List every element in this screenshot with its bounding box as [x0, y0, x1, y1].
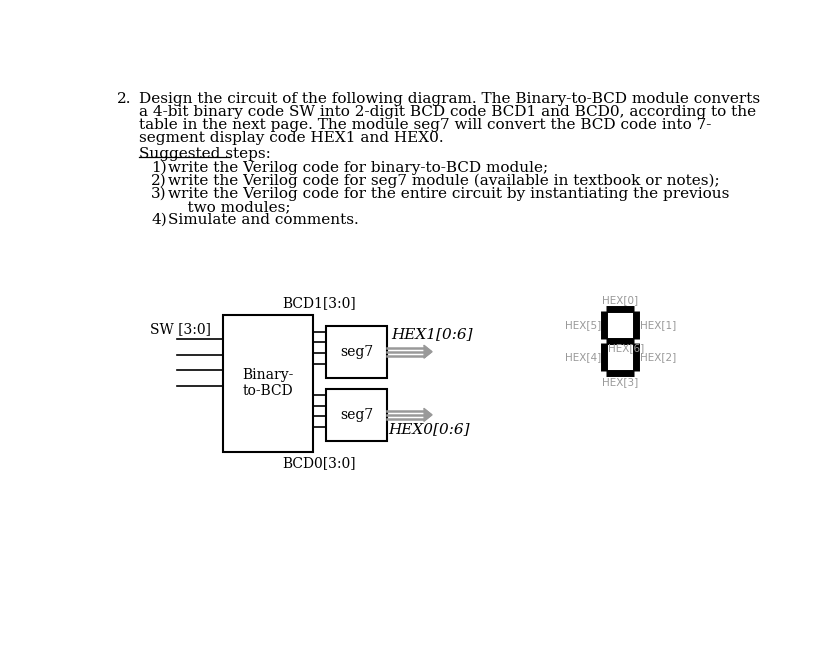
Text: SW [3:0]: SW [3:0]: [150, 323, 211, 336]
Text: 4): 4): [151, 213, 167, 227]
Text: 2): 2): [151, 174, 167, 188]
Text: table in the next page. The module seg7 will convert the BCD code into 7-: table in the next page. The module seg7 …: [139, 118, 711, 133]
Text: HEX[5]: HEX[5]: [564, 320, 601, 330]
Text: 1): 1): [151, 161, 167, 175]
Text: HEX[6]: HEX[6]: [608, 343, 644, 353]
Text: HEX[2]: HEX[2]: [639, 352, 676, 362]
Text: HEX1[0:6]: HEX1[0:6]: [391, 327, 472, 341]
Text: HEX[3]: HEX[3]: [602, 377, 638, 387]
Polygon shape: [424, 345, 432, 358]
Text: two modules;: two modules;: [169, 200, 291, 214]
Polygon shape: [424, 409, 432, 421]
Text: HEX0[0:6]: HEX0[0:6]: [388, 422, 470, 437]
Text: Suggested steps:: Suggested steps:: [139, 147, 271, 161]
Text: segment display code HEX1 and HEX0.: segment display code HEX1 and HEX0.: [139, 131, 444, 146]
Text: Simulate and comments.: Simulate and comments.: [169, 213, 359, 227]
Text: BCD1[3:0]: BCD1[3:0]: [282, 296, 356, 310]
Bar: [326, 389, 387, 441]
Text: 2.: 2.: [117, 92, 131, 106]
Text: BCD0[3:0]: BCD0[3:0]: [282, 456, 356, 470]
Text: write the Verilog code for seg7 module (available in textbook or notes);: write the Verilog code for seg7 module (…: [169, 174, 720, 188]
Text: a 4-bit binary code SW into 2-digit BCD code BCD1 and BCD0, according to the: a 4-bit binary code SW into 2-digit BCD …: [139, 105, 756, 119]
Bar: [223, 315, 312, 452]
Text: HEX[0]: HEX[0]: [602, 295, 638, 305]
Text: seg7: seg7: [340, 408, 373, 422]
Text: write the Verilog code for binary-to-BCD module;: write the Verilog code for binary-to-BCD…: [169, 161, 548, 175]
Text: Binary-
to-BCD: Binary- to-BCD: [242, 368, 293, 398]
Text: Design the circuit of the following diagram. The Binary-to-BCD module converts: Design the circuit of the following diag…: [139, 92, 760, 106]
Text: HEX[1]: HEX[1]: [639, 320, 676, 330]
Text: HEX[4]: HEX[4]: [564, 352, 601, 362]
Text: write the Verilog code for the entire circuit by instantiating the previous: write the Verilog code for the entire ci…: [169, 187, 729, 201]
Text: 3): 3): [151, 187, 167, 201]
Bar: [326, 326, 387, 378]
Text: seg7: seg7: [340, 345, 373, 358]
